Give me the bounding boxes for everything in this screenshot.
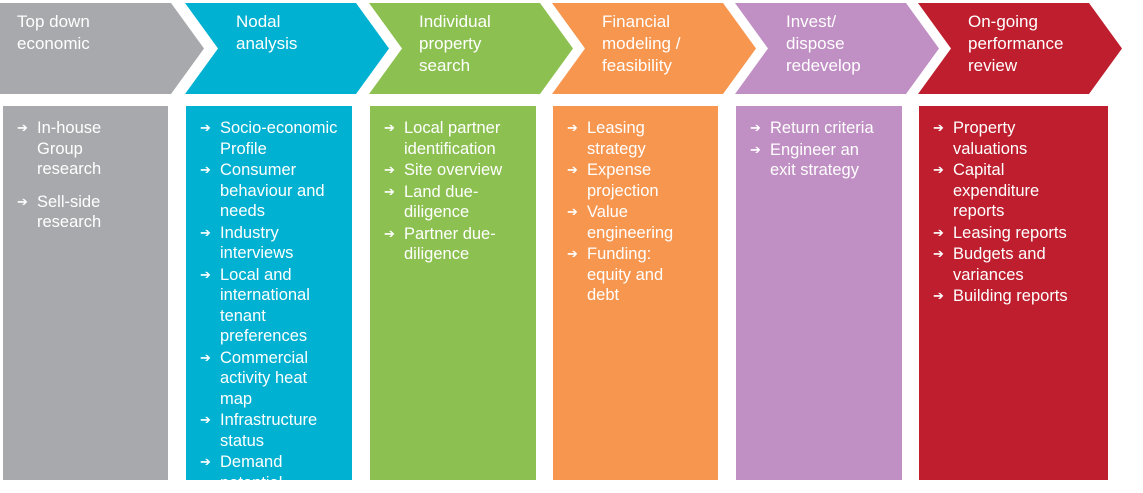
list-item: ➔ Property valuations: [933, 118, 1102, 159]
item-label: Funding: equity and debt: [587, 245, 664, 304]
list-item: ➔ Site overview: [384, 160, 530, 181]
arrow-right-icon: ➔: [567, 120, 578, 135]
item-label: Demand potential: [220, 453, 283, 492]
arrow-right-icon: ➔: [933, 162, 944, 177]
list-item: ➔ Infrastructure status: [200, 410, 346, 451]
arrow-right-icon: ➔: [933, 224, 944, 240]
list-item: ➔ Building reports: [933, 286, 1102, 307]
stage-column-6: ➔ Property valuations ➔ Capital expenditure…: [919, 106, 1108, 480]
list-item: ➔ Leasing strategy: [567, 118, 712, 159]
stage-title-5: Invest/ dispose redevelop: [786, 12, 861, 75]
arrow-right-icon: ➔: [567, 204, 578, 219]
list-item: ➔ Budgets and variances: [933, 244, 1102, 285]
arrow-right-icon: ➔: [200, 412, 211, 427]
stage-title-6: On-going performance review: [968, 12, 1064, 75]
arrow-right-icon: ➔: [750, 120, 761, 135]
list-item: ➔ Industry interviews: [200, 223, 346, 264]
arrow-right-icon: ➔: [17, 120, 28, 135]
list-item: ➔ Expense projection: [567, 160, 712, 201]
arrow-right-icon: ➔: [933, 288, 944, 303]
arrow-right-icon: ➔: [200, 349, 211, 365]
item-label: Site overview: [404, 161, 503, 179]
item-label: Partner due- diligence: [404, 224, 496, 264]
arrow-right-icon: ➔: [933, 120, 944, 135]
stage-title-3: Individual property search: [419, 12, 491, 75]
arrow-right-icon: ➔: [200, 266, 211, 282]
stage-chevron-3: [369, 3, 573, 94]
item-label: Leasing reports: [953, 223, 1067, 242]
stage-title-4: Financial modeling / feasibility: [602, 12, 681, 75]
list-item: ➔ Consumer behaviour and needs: [200, 160, 346, 222]
arrow-right-icon: ➔: [933, 246, 944, 261]
stage-column-2: ➔ Socio-economic Profile ➔ Consumer behavio…: [186, 106, 352, 492]
list-item: ➔ Leasing reports: [933, 223, 1102, 244]
item-label: Socio-economic Profile: [220, 119, 338, 158]
item-label: Leasing strategy: [587, 119, 646, 158]
stage-chevron-2: [185, 3, 389, 94]
list-item: ➔ Capital expenditure reports: [933, 160, 1102, 222]
item-label: Budgets and variances: [953, 245, 1046, 284]
item-label: Property valuations: [953, 119, 1028, 158]
list-item: ➔ Local partner identification: [384, 118, 530, 159]
stage-column-1: ➔ In-house Group research ➔ Sell-side resea…: [3, 106, 168, 480]
item-label: Engineer an exit strategy: [770, 140, 859, 180]
item-label: In-house Group research: [37, 119, 102, 178]
item-label: Sell-side research: [37, 192, 102, 232]
stage-chevron-4: [552, 3, 756, 94]
stage-column-4: ➔ Leasing strategy ➔ Expense projection ➔ Val…: [553, 106, 718, 480]
arrow-right-icon: ➔: [17, 193, 28, 209]
stage-title-2: Nodal analysis: [236, 12, 298, 53]
item-label: Consumer behaviour and needs: [220, 161, 325, 220]
list-item: ➔ Local and international tenant preferen…: [200, 265, 346, 347]
item-label: Building reports: [953, 287, 1068, 305]
arrow-right-icon: ➔: [567, 162, 578, 177]
stage-title-1: Top down economic: [17, 12, 90, 53]
arrow-right-icon: ➔: [750, 141, 761, 157]
list-item: ➔ In-house Group research: [17, 118, 162, 180]
arrow-right-icon: ➔: [200, 454, 211, 469]
arrow-right-icon: ➔: [200, 120, 211, 135]
item-label: Land due- diligence: [404, 182, 479, 222]
stage-chevron-1: [0, 3, 204, 94]
item-label: Infrastructure status: [220, 411, 318, 450]
arrow-right-icon: ➔: [567, 246, 578, 261]
item-label: Capital expenditure reports: [953, 161, 1040, 220]
arrow-right-icon: ➔: [384, 183, 395, 199]
list-item: ➔ Demand potential: [200, 452, 346, 493]
stage-chevron-6: [918, 3, 1122, 94]
arrow-right-icon: ➔: [200, 162, 211, 177]
item-label: Commercial activity heat map: [220, 348, 309, 408]
item-label: Expense projection: [587, 161, 659, 200]
list-item: ➔ Value engineering: [567, 202, 712, 243]
list-item: ➔ Partner due- diligence: [384, 224, 530, 265]
arrow-right-icon: ➔: [384, 225, 395, 241]
arrow-right-icon: ➔: [384, 162, 395, 177]
list-item: ➔ Sell-side research: [17, 192, 162, 233]
list-item: ➔ Return criteria: [750, 118, 896, 139]
item-label: Local partner identification: [404, 119, 501, 158]
item-label: Return criteria: [770, 119, 874, 137]
list-item: ➔ Land due- diligence: [384, 182, 530, 223]
list-item: ➔ Funding: equity and debt: [567, 244, 712, 306]
stage-column-5: ➔ Return criteria ➔ Engineer an exit strate…: [736, 106, 902, 480]
item-label: Local and international tenant preferenc…: [220, 265, 310, 346]
stage-column-3: ➔ Local partner identification ➔ Site overv…: [370, 106, 536, 480]
list-item: ➔ Commercial activity heat map: [200, 348, 346, 410]
item-label: Value engineering: [587, 203, 674, 242]
list-item: ➔ Engineer an exit strategy: [750, 140, 896, 181]
stage-chevron-5: [735, 3, 939, 94]
list-item: ➔ Socio-economic Profile: [200, 118, 346, 159]
arrow-right-icon: ➔: [384, 120, 395, 135]
item-label: Industry interviews: [220, 223, 294, 263]
arrow-right-icon: ➔: [200, 224, 211, 240]
